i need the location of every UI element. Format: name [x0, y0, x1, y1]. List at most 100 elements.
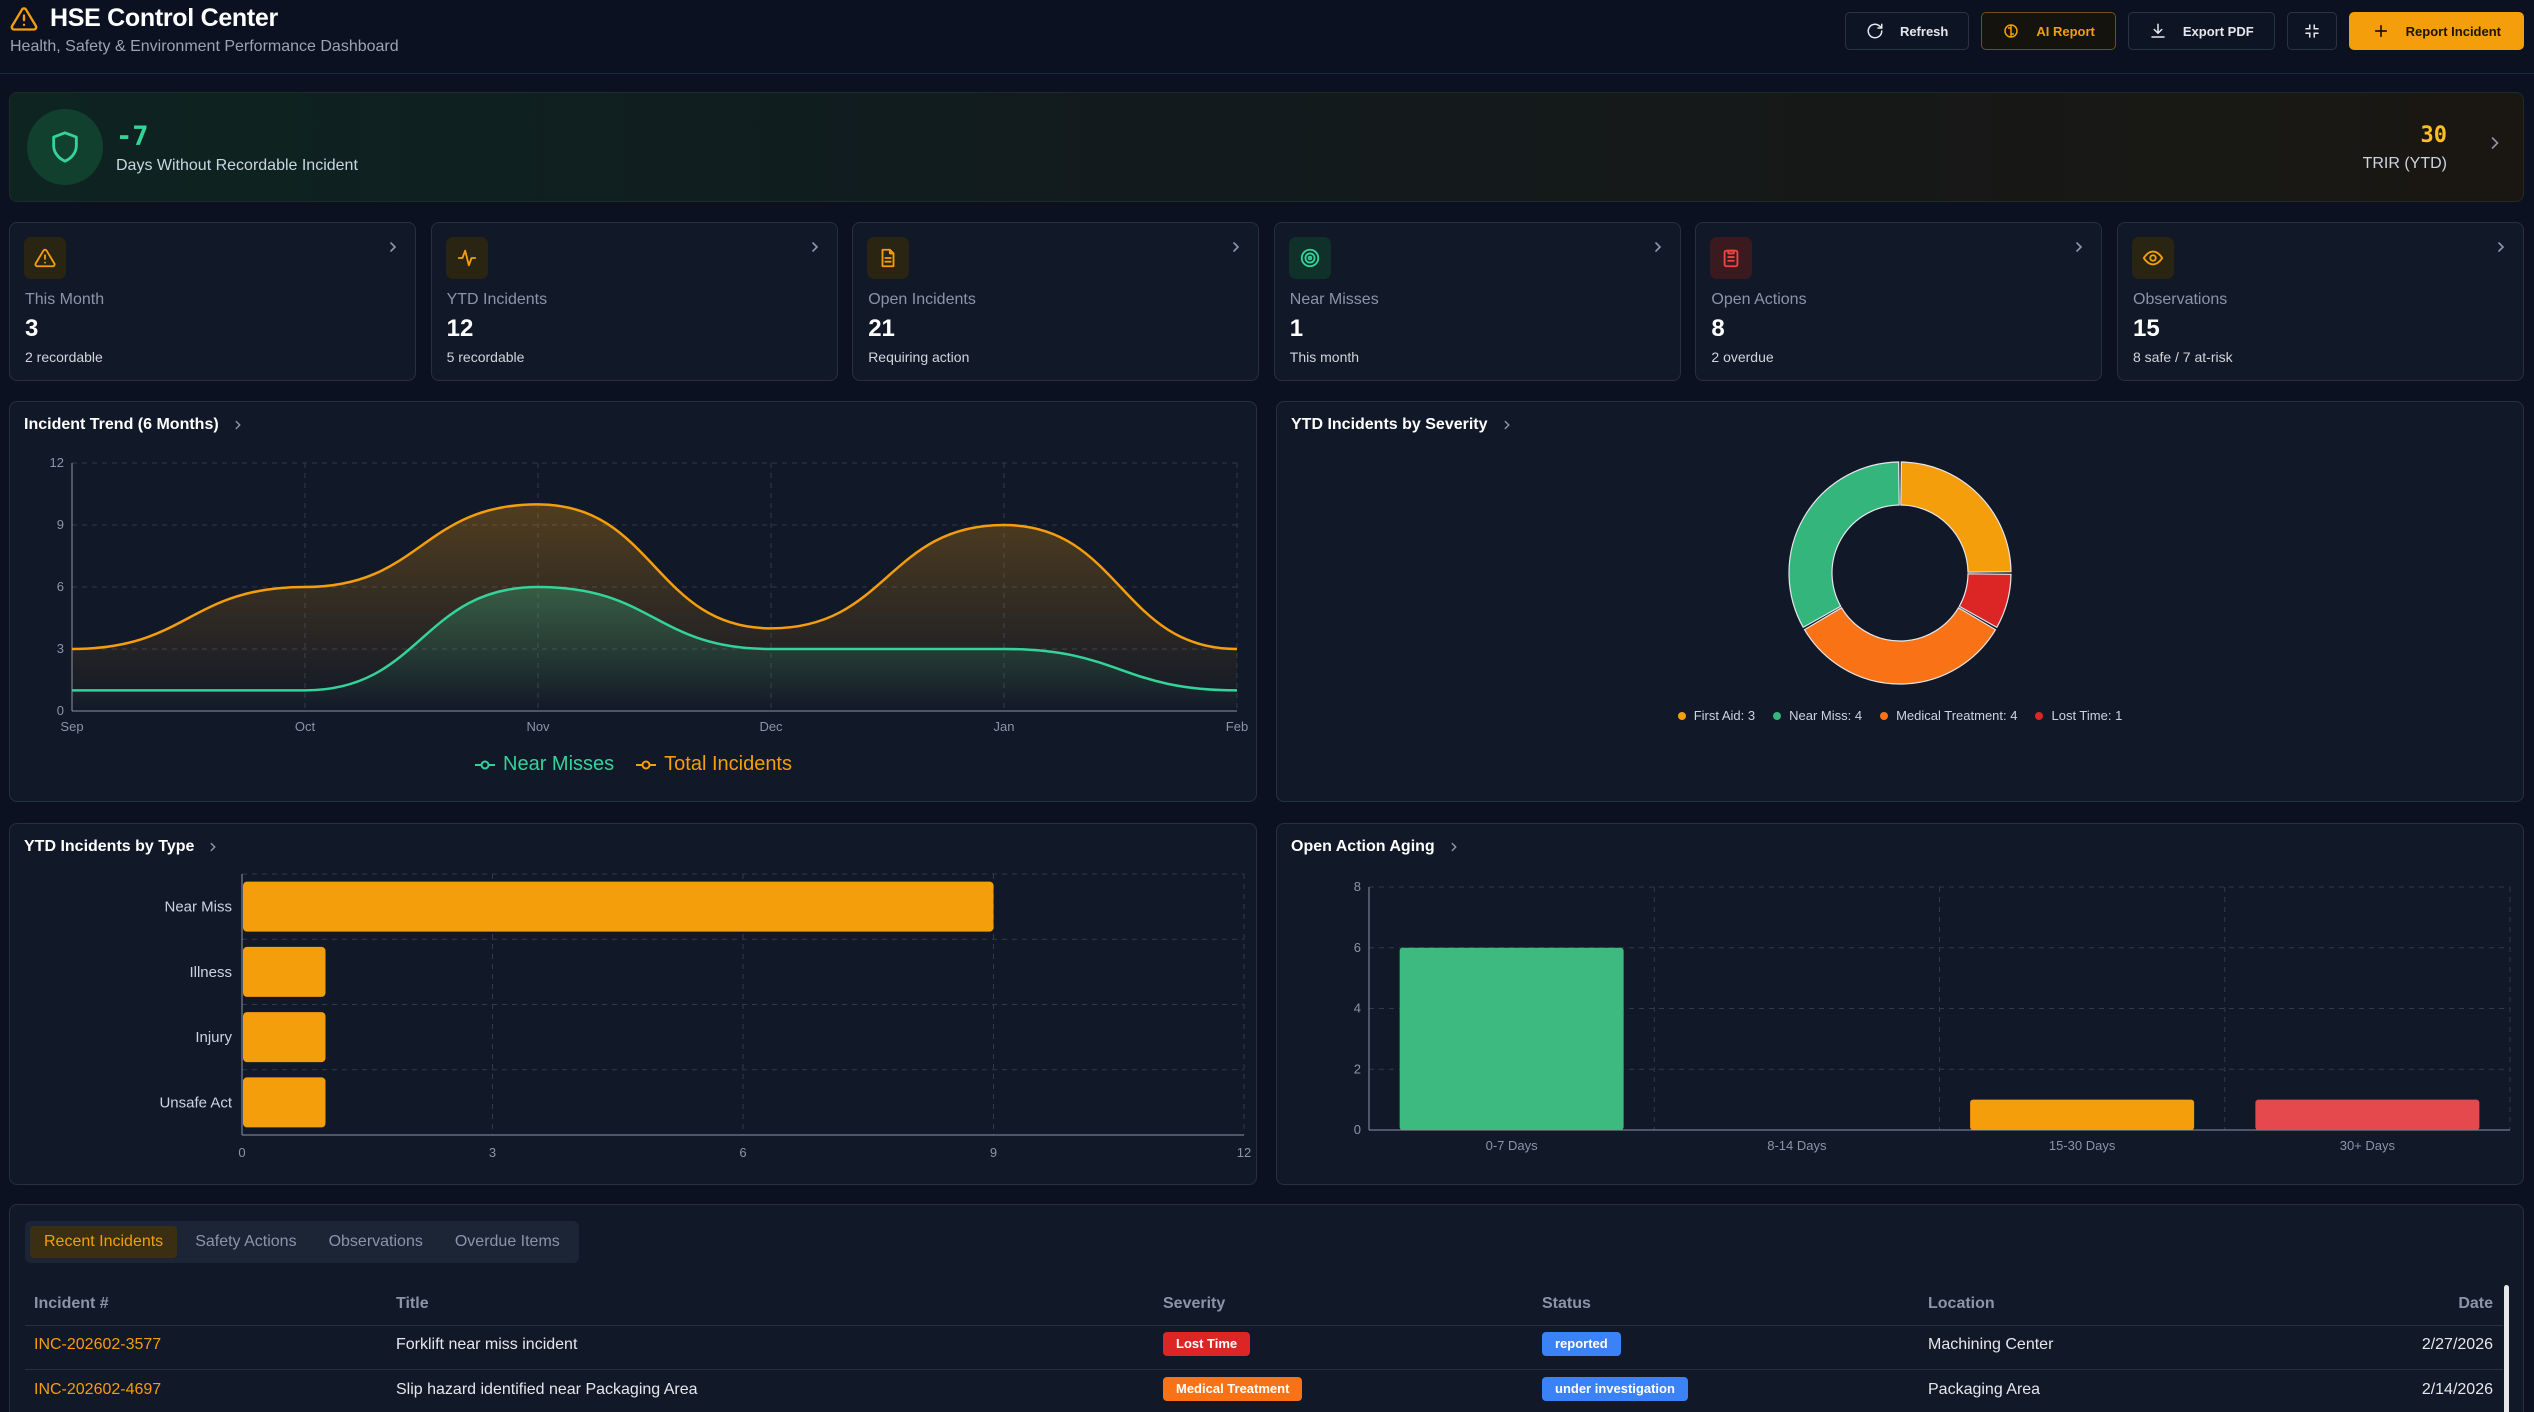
- incident-location: Packaging Area: [1928, 1381, 2041, 1398]
- severity-legend-item[interactable]: Near Miss: 4: [1773, 708, 1862, 723]
- y-tick-label: 6: [1354, 940, 1361, 955]
- column-header-incident[interactable]: Incident #: [34, 1295, 109, 1312]
- header-divider: [25, 1325, 2503, 1326]
- bar-unsafe-act[interactable]: [243, 1077, 326, 1128]
- kpi-card-observations[interactable]: Observations 15 8 safe / 7 at-risk: [2117, 222, 2524, 381]
- x-tick-label: Feb: [1226, 719, 1248, 734]
- app-header: HSE Control Center Health, Safety & Envi…: [0, 0, 2534, 74]
- bar-near-miss[interactable]: [243, 881, 994, 932]
- tab-recent-incidents[interactable]: Recent Incidents: [30, 1226, 178, 1258]
- status-badge: under investigation: [1542, 1377, 1688, 1401]
- x-category-label: 30+ Days: [2340, 1138, 2396, 1153]
- bar-30-days[interactable]: [2255, 1099, 2480, 1130]
- ai-report-label: AI Report: [2036, 23, 2095, 39]
- type-title[interactable]: YTD Incidents by Type: [24, 838, 220, 856]
- target-icon: [1300, 248, 1319, 268]
- safety-banner[interactable]: -7 Days Without Recordable Incident 30 T…: [9, 92, 2524, 202]
- refresh-label: Refresh: [1899, 23, 1949, 39]
- series-line-near-misses[interactable]: [71, 585, 1238, 692]
- header-actions: Refresh AI Report Export PDF Report Inci…: [1844, 12, 2524, 50]
- fullscreen-button[interactable]: [2286, 12, 2337, 50]
- column-header-status[interactable]: Status: [1542, 1295, 1591, 1312]
- x-category-label: 0-7 Days: [1486, 1138, 1539, 1153]
- column-header-severity[interactable]: Severity: [1163, 1295, 1226, 1312]
- tab-overdue-items[interactable]: Overdue Items: [454, 1233, 560, 1250]
- y-tick-label: 6: [57, 579, 64, 594]
- kpi-icon-badge: [1710, 237, 1753, 279]
- line-marker-icon: [475, 760, 495, 769]
- kpi-subtext: 2 recordable: [25, 349, 103, 365]
- report-incident-label: Report Incident: [2405, 23, 2501, 39]
- legend-total-incidents-label: Total Incidents: [664, 753, 792, 775]
- clipboard-icon: [1724, 249, 1739, 268]
- legend-total-incidents[interactable]: Total Incidents: [636, 753, 792, 776]
- days-without-incident-value: -7: [116, 121, 149, 152]
- chevron-right-icon: [385, 239, 401, 260]
- table-scrollbar[interactable]: [2504, 1285, 2509, 1412]
- bar-illness[interactable]: [243, 946, 326, 997]
- export-pdf-button[interactable]: Export PDF: [2127, 12, 2275, 50]
- incident-id-link[interactable]: INC-202602-3577: [34, 1336, 162, 1353]
- report-incident-button[interactable]: Report Incident: [2348, 12, 2524, 50]
- type-title-text: YTD Incidents by Type: [24, 838, 195, 855]
- kpi-label: Observations: [2133, 291, 2228, 308]
- kpi-card-near-misses[interactable]: Near Misses 1 This month: [1273, 222, 1681, 381]
- kpi-icon-badge: [24, 237, 66, 279]
- x-tick-label: Jan: [994, 719, 1015, 734]
- document-icon: [881, 248, 895, 268]
- y-tick-label: 0: [57, 703, 64, 718]
- x-category-label: 8-14 Days: [1767, 1138, 1827, 1153]
- chevron-right-icon: [1650, 239, 1666, 260]
- kpi-value: 15: [2133, 315, 2160, 342]
- ai-report-button[interactable]: AI Report: [1981, 12, 2116, 50]
- y-category-label: Illness: [189, 964, 232, 981]
- severity-legend-item[interactable]: Medical Treatment: 4: [1880, 708, 2017, 723]
- y-tick-label: 4: [1354, 1001, 1361, 1016]
- donut-slice-lost-time[interactable]: [1958, 573, 2012, 629]
- refresh-button[interactable]: Refresh: [1844, 12, 1970, 50]
- kpi-label: YTD Incidents: [446, 291, 548, 308]
- kpi-card-ytd-incidents[interactable]: YTD Incidents 12 5 recordable: [430, 222, 838, 381]
- kpi-label: Open Actions: [1711, 291, 1807, 308]
- incident-trend-title[interactable]: Incident Trend (6 Months): [24, 416, 245, 434]
- kpi-label: This Month: [25, 291, 105, 308]
- column-header-location[interactable]: Location: [1928, 1295, 1995, 1312]
- eye-icon: [2142, 250, 2164, 266]
- legend-near-misses[interactable]: Near Misses: [475, 753, 614, 776]
- kpi-card-this-month[interactable]: This Month 3 2 recordable: [9, 222, 416, 381]
- minimize-icon: [2304, 24, 2319, 38]
- series-line-total-incidents[interactable]: [71, 503, 1238, 651]
- x-tick-label: 9: [990, 1145, 997, 1160]
- severity-donut-chart: [1788, 461, 2012, 685]
- incident-title: Forklift near miss incident: [396, 1336, 578, 1353]
- aging-title-text: Open Action Aging: [1291, 838, 1435, 855]
- kpi-card-open-incidents[interactable]: Open Incidents 21 Requiring action: [852, 222, 1260, 381]
- donut-slice-medical-treatment[interactable]: [1803, 606, 1997, 685]
- line-marker-icon: [636, 760, 657, 769]
- incident-id-link[interactable]: INC-202602-4697: [34, 1381, 162, 1398]
- x-category-label: 15-30 Days: [2049, 1138, 2116, 1153]
- severity-badge: Lost Time: [1163, 1332, 1251, 1356]
- tab-safety-actions[interactable]: Safety Actions: [195, 1233, 297, 1250]
- shield-badge: [27, 109, 103, 185]
- column-header-title[interactable]: Title: [396, 1295, 429, 1312]
- kpi-card-open-actions[interactable]: Open Actions 8 2 overdue: [1695, 222, 2103, 381]
- donut-slice-near-miss[interactable]: [1788, 461, 1900, 629]
- chevron-right-icon: [1451, 842, 1457, 852]
- records-panel: Recent Incidents Safety Actions Observatio…: [9, 1204, 2524, 1412]
- x-tick-label: Nov: [526, 719, 550, 734]
- tab-observations[interactable]: Observations: [328, 1233, 423, 1250]
- plus-icon: [2374, 24, 2387, 38]
- warning-icon: [10, 6, 38, 31]
- severity-legend-item[interactable]: Lost Time: 1: [2035, 708, 2122, 723]
- kpi-subtext: 8 safe / 7 at-risk: [2133, 349, 2233, 365]
- column-header-date[interactable]: Date: [2458, 1295, 2493, 1312]
- bar-injury[interactable]: [243, 1012, 326, 1063]
- bar-15-30-days[interactable]: [1970, 1099, 2195, 1130]
- donut-slice-first-aid[interactable]: [1900, 461, 2012, 573]
- severity-legend-item[interactable]: First Aid: 3: [1677, 708, 1755, 723]
- aging-title[interactable]: Open Action Aging: [1291, 838, 1461, 856]
- bar-0-7-days[interactable]: [1399, 947, 1624, 1130]
- severity-title[interactable]: YTD Incidents by Severity: [1291, 416, 1514, 434]
- kpi-value: 12: [446, 315, 474, 342]
